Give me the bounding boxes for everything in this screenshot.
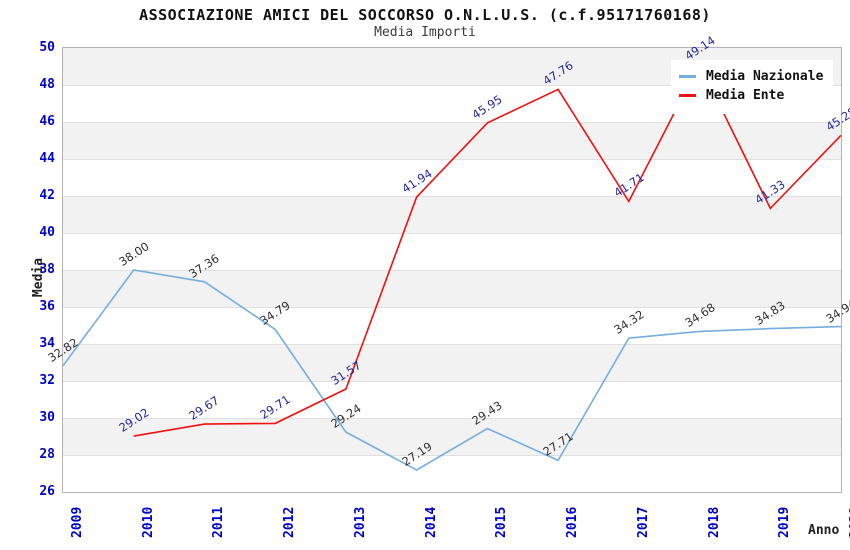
x-tick-label: 2019 <box>777 506 793 538</box>
x-tick-label: 2017 <box>635 506 651 538</box>
y-tick-label: 44 <box>39 151 55 166</box>
gridline <box>63 307 841 308</box>
y-tick-label: 40 <box>39 225 55 240</box>
media-nazionale-line-swatch <box>679 75 696 78</box>
gridline <box>63 196 841 197</box>
gridline <box>63 455 841 456</box>
y-tick-label: 46 <box>39 114 55 129</box>
gridline <box>63 270 841 271</box>
x-tick-label: 2009 <box>70 506 85 538</box>
x-tick-label: 2016 <box>565 506 581 538</box>
legend-item-media-ente: Media Ente <box>679 87 825 104</box>
gridline <box>63 122 841 123</box>
x-tick-label: 2018 <box>706 506 722 538</box>
y-tick-label: 42 <box>39 188 55 203</box>
plot-band <box>63 196 841 233</box>
y-tick-label: 32 <box>39 373 55 388</box>
x-tick-label: 2013 <box>352 506 368 538</box>
y-tick-label: 50 <box>39 40 55 55</box>
x-tick-label: 2011 <box>211 506 227 538</box>
x-tick-label: 2015 <box>494 506 510 538</box>
plot-area: 32.82 38.00 37.36 34.79 29.24 27.19 29.43 27.71… <box>31 33 850 538</box>
legend-label: Media Nazionale <box>706 69 824 84</box>
y-tick-label: 48 <box>39 77 55 92</box>
x-tick-label: 2012 <box>282 506 298 538</box>
gridline <box>63 418 841 419</box>
x-tick-label: 2014 <box>423 506 439 538</box>
x-tick-label: 2010 <box>140 506 156 538</box>
chart-subtitle: Media Importi <box>374 25 476 40</box>
series-line-media-ente <box>133 62 842 437</box>
legend: Media Nazionale Media Ente <box>671 60 833 114</box>
plot-band <box>63 344 841 381</box>
y-tick-label: 28 <box>39 447 55 462</box>
y-tick-label: 38 <box>39 262 55 277</box>
media-ente-line-swatch <box>679 94 696 97</box>
y-tick-label: 26 <box>39 484 55 499</box>
series-plot <box>62 62 842 471</box>
x-axis-title: Anno <box>808 523 840 538</box>
series-line-media-nazionale <box>62 269 842 471</box>
chart-title: ASSOCIAZIONE AMICI DEL SOCCORSO O.N.L.U.… <box>139 6 711 24</box>
gridline <box>63 233 841 234</box>
gridline <box>63 344 841 345</box>
y-tick-label: 36 <box>39 299 55 314</box>
plot-band <box>63 122 841 159</box>
y-axis-title: Media <box>31 257 47 298</box>
gridline <box>63 381 841 382</box>
plot-band <box>63 270 841 307</box>
legend-item-media-nazionale: Media Nazionale <box>679 68 825 85</box>
y-tick-label: 34 <box>39 336 55 351</box>
y-tick-label: 30 <box>39 410 55 425</box>
legend-label: Media Ente <box>706 88 785 103</box>
gridline <box>63 85 841 86</box>
